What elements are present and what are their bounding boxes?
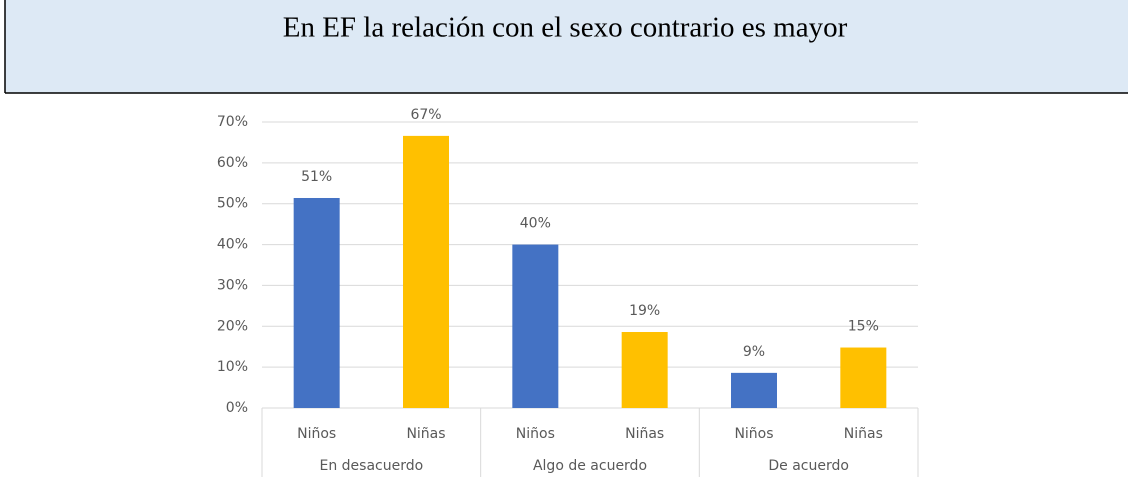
bar bbox=[403, 135, 449, 409]
y-tick-label: 50% bbox=[217, 196, 248, 212]
data-label: 19% bbox=[629, 303, 660, 319]
group-label: De acuerdo bbox=[768, 458, 849, 474]
y-tick-label: 20% bbox=[217, 318, 248, 334]
data-label: 40% bbox=[520, 216, 551, 232]
y-tick-label: 0% bbox=[226, 400, 248, 416]
group-label: En desacuerdo bbox=[319, 458, 423, 474]
bar bbox=[512, 244, 559, 408]
data-label: 67% bbox=[410, 107, 441, 123]
x-tick-label: Niñas bbox=[844, 426, 883, 442]
bar bbox=[840, 347, 887, 408]
y-tick-label: 40% bbox=[217, 237, 248, 253]
y-tick-label: 70% bbox=[217, 114, 248, 130]
y-tick-label: 10% bbox=[217, 359, 248, 375]
bar bbox=[621, 332, 668, 408]
group-label: Algo de acuerdo bbox=[533, 458, 647, 474]
data-label: 51% bbox=[301, 169, 332, 185]
y-tick-label: 30% bbox=[217, 277, 248, 293]
x-tick-label: Niños bbox=[297, 426, 336, 442]
x-tick-label: Niñas bbox=[625, 426, 664, 442]
bar bbox=[731, 372, 777, 408]
x-tick-label: Niñas bbox=[406, 426, 445, 442]
chart-title: En EF la relación con el sexo contrario … bbox=[283, 12, 848, 44]
x-tick-label: Niños bbox=[734, 426, 773, 442]
data-label: 9% bbox=[743, 344, 765, 360]
header-box bbox=[5, 0, 1128, 93]
bar bbox=[293, 197, 340, 408]
data-label: 15% bbox=[848, 319, 879, 335]
x-tick-label: Niños bbox=[516, 426, 555, 442]
y-tick-label: 60% bbox=[217, 155, 248, 171]
